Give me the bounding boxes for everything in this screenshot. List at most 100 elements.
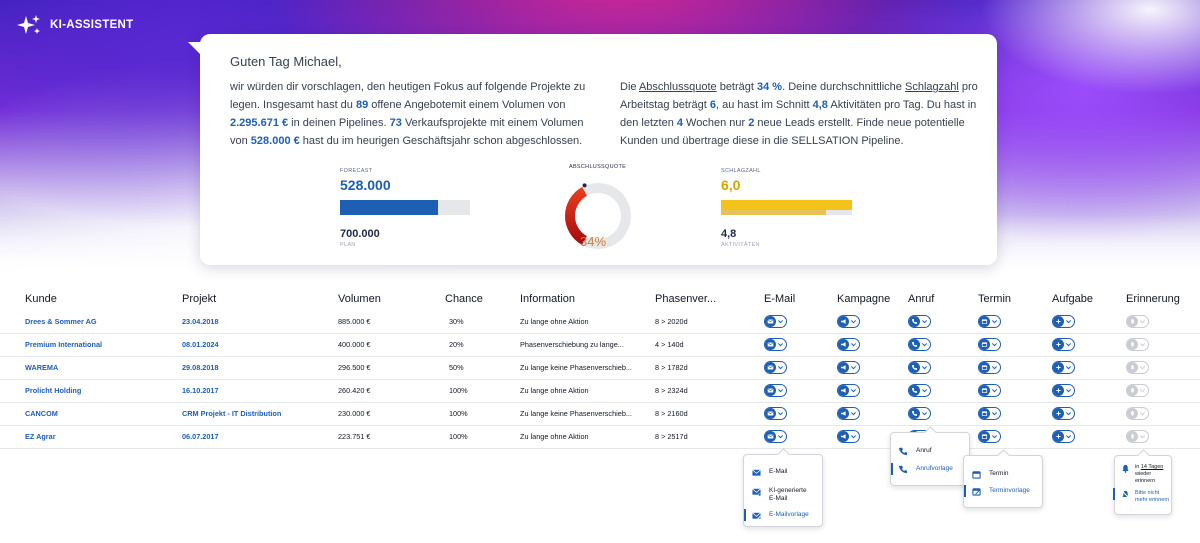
call-action-button[interactable]	[908, 338, 931, 351]
chevron-down-icon	[921, 412, 928, 416]
email-action-button[interactable]	[764, 430, 787, 443]
cell-email	[764, 379, 837, 403]
menu-ai-email[interactable]: KI-generierte E-Mail	[752, 487, 807, 503]
call-action-button[interactable]	[908, 407, 931, 420]
chevron-down-icon	[777, 389, 784, 393]
col-volumen[interactable]: Volumen	[338, 293, 381, 305]
cell-kunde[interactable]: WAREMA	[0, 356, 182, 380]
cell-chance: 100%	[445, 402, 520, 426]
cell-kunde[interactable]: Drees & Sommer AG	[0, 310, 182, 334]
calendar-icon	[972, 471, 981, 479]
closing-rate-term[interactable]: Abschlussquote	[638, 81, 717, 93]
envelope-icon	[752, 469, 761, 476]
appointment-action-button[interactable]	[978, 338, 1001, 351]
chevron-down-icon	[1139, 412, 1146, 416]
phone-icon	[912, 365, 917, 370]
menu-appointment-template[interactable]: Terminvorlage	[964, 485, 1030, 497]
reminder-days-link[interactable]: 14 Tagen	[1140, 464, 1164, 470]
activity-term[interactable]: Schlagzahl	[904, 81, 959, 93]
cell-call	[908, 333, 978, 357]
appointment-action-button[interactable]	[978, 384, 1001, 397]
chevron-down-icon	[991, 389, 998, 393]
col-phase[interactable]: Phasenver...	[655, 293, 717, 305]
call-action-button[interactable]	[908, 314, 931, 328]
reminder-action-button[interactable]	[1126, 314, 1149, 328]
email-action-button[interactable]	[764, 407, 787, 420]
cell-projekt[interactable]: 29.08.2018	[182, 356, 338, 380]
call-action-button[interactable]	[908, 361, 931, 374]
table-row[interactable]: WAREMA 29.08.2018 296.500 €50% Zu lange kei…	[0, 356, 1200, 380]
campaign-action-button[interactable]	[837, 430, 860, 443]
summary-right: Die Abschlussquote beträgt 34 %. Deine d…	[620, 81, 978, 147]
campaign-action-button[interactable]	[837, 407, 860, 420]
cell-campaign	[837, 333, 908, 357]
appointment-action-button[interactable]	[978, 361, 1001, 374]
reminder-action-button[interactable]	[1126, 361, 1149, 374]
cell-projekt[interactable]: 16.10.2017	[182, 379, 338, 403]
closing-gauge	[565, 183, 631, 249]
call-action-button[interactable]	[908, 384, 931, 397]
activity-rate: 6	[709, 99, 717, 111]
reminder-action-button[interactable]	[1126, 407, 1149, 420]
campaign-action-button[interactable]	[837, 314, 860, 328]
campaign-action-button[interactable]	[837, 338, 860, 351]
reminder-action-button[interactable]	[1126, 338, 1149, 351]
cell-kunde[interactable]: Premium International	[0, 333, 182, 357]
plus-icon	[1056, 319, 1061, 324]
cell-kunde[interactable]: Prolicht Holding	[0, 379, 182, 403]
table-row[interactable]: Drees & Sommer AG 23.04.2018 885.000 €30% Z…	[0, 310, 1200, 334]
email-action-button[interactable]	[764, 384, 787, 397]
table-header: Kunde Projekt Volumen Chance Information…	[0, 288, 1200, 310]
cell-projekt[interactable]: 23.04.2018	[182, 310, 338, 334]
activity-avg-label: AKTIVITÄTEN	[721, 242, 760, 248]
col-information[interactable]: Information	[520, 293, 576, 305]
campaign-action-button[interactable]	[837, 361, 860, 374]
col-projekt[interactable]: Projekt	[182, 293, 217, 305]
campaign-action-button[interactable]	[837, 384, 860, 397]
menu-call-template[interactable]: Anrufvorlage	[891, 463, 953, 475]
cell-projekt[interactable]: 08.01.2024	[182, 333, 338, 357]
table-row[interactable]: Prolicht Holding 16.10.2017 260.420 €100% Z…	[0, 379, 1200, 403]
appointment-action-button[interactable]	[978, 430, 1001, 443]
col-email: E-Mail	[764, 293, 796, 305]
menu-remind-later[interactable]: in 14 Tagen wieder erinnern	[1121, 464, 1171, 485]
task-action-button[interactable]	[1052, 430, 1075, 443]
cell-projekt[interactable]: CRM Projekt - IT Distribution	[182, 402, 338, 426]
cell-phase: 8 > 2160d	[655, 402, 764, 426]
task-action-button[interactable]	[1052, 361, 1075, 374]
email-action-button[interactable]	[764, 338, 787, 351]
task-action-button[interactable]	[1052, 338, 1075, 351]
cell-kunde[interactable]: EZ Agrar	[0, 425, 182, 449]
table-row[interactable]: Premium International 08.01.2024 400.000 €…	[0, 333, 1200, 357]
closing-rate: 34 %	[757, 81, 783, 93]
table-row[interactable]: EZ Agrar 06.07.2017 223.751 €100% Zu lange …	[0, 425, 1200, 449]
col-chance[interactable]: Chance	[445, 293, 483, 305]
cell-volumen: 230.000 €	[338, 402, 445, 426]
forecast-value: 528.000	[340, 177, 391, 193]
menu-stop-reminding[interactable]: Bitte nicht mehr erinnern	[1112, 488, 1169, 504]
table-row[interactable]: CANCOM CRM Projekt - IT Distribution 230.0…	[0, 402, 1200, 426]
menu-email-template[interactable]: E-Mailvorlage	[744, 509, 809, 521]
calendar-template-icon	[972, 488, 981, 496]
menu-call[interactable]: Anruf	[899, 447, 932, 456]
cell-chance: 100%	[445, 379, 520, 403]
col-kunde[interactable]: Kunde	[25, 293, 57, 305]
menu-appointment[interactable]: Termin	[972, 470, 1009, 479]
cell-projekt[interactable]: 06.07.2017	[182, 425, 338, 449]
menu-email[interactable]: E-Mail	[752, 468, 787, 477]
email-action-button[interactable]	[764, 361, 787, 374]
appointment-action-button[interactable]	[978, 407, 1001, 420]
reminder-action-button[interactable]	[1126, 384, 1149, 397]
task-action-button[interactable]	[1052, 314, 1075, 328]
reminder-action-button[interactable]	[1126, 430, 1149, 443]
cell-kunde[interactable]: CANCOM	[0, 402, 182, 426]
task-action-button[interactable]	[1052, 384, 1075, 397]
email-action-button[interactable]	[764, 314, 787, 328]
task-action-button[interactable]	[1052, 407, 1075, 420]
offer-volume: 2.295.671 €	[230, 117, 289, 129]
cell-campaign	[837, 379, 908, 403]
appointment-action-button[interactable]	[978, 314, 1001, 328]
bell-icon	[1130, 434, 1135, 439]
gauge-marker	[582, 183, 587, 188]
plus-icon	[1056, 388, 1061, 393]
